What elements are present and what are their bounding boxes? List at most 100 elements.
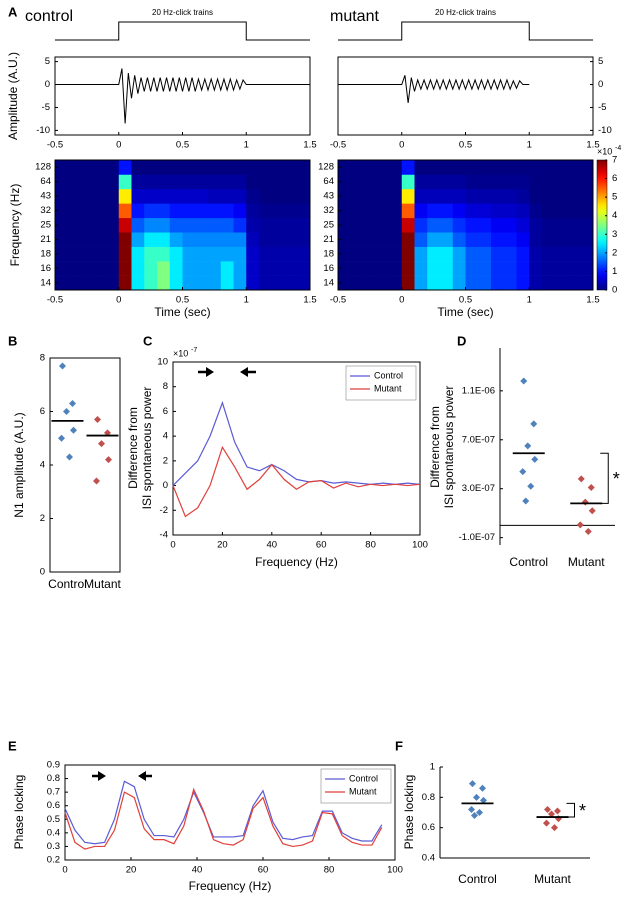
colorbar-multiplier: ×10 [597, 146, 612, 156]
heatmap-cell [80, 232, 94, 247]
heatmap-cell [478, 174, 492, 190]
x-tick-label: 0.5 [459, 295, 472, 306]
heatmap-cell [465, 203, 479, 219]
data-point [551, 824, 558, 832]
heatmap-cell [491, 160, 505, 175]
y-tick-label: 64 [40, 176, 51, 187]
heatmap-cell [67, 160, 81, 175]
heatmap-cell [363, 246, 377, 262]
heatmap-cell [259, 188, 273, 204]
y-tick-label: 0.2 [47, 855, 60, 866]
heatmap-cell [169, 261, 183, 276]
heatmap-cell [491, 203, 505, 219]
heatmap-cell [580, 160, 594, 175]
heatmap-cell [55, 174, 69, 190]
data-point [519, 468, 527, 476]
range-arrows-e [92, 771, 152, 781]
heatmap-cell [208, 217, 222, 233]
heatmap-cell [338, 174, 352, 190]
heatmap-cell [363, 261, 377, 276]
heatmap-cell [338, 246, 352, 262]
heatmap-cell [554, 160, 568, 175]
heatmap-cell [376, 174, 390, 190]
x-axis-label: Frequency (Hz) [255, 555, 338, 569]
y-tick-label: 0.6 [47, 800, 60, 811]
heatmap-cell [284, 246, 298, 262]
heatmap-cell [338, 188, 352, 204]
heatmap-cell [567, 275, 581, 291]
heatmap-cell [478, 232, 492, 247]
heatmap-cell [195, 232, 209, 247]
heatmap-cell [284, 261, 298, 276]
x-tick-label: 0 [62, 865, 67, 876]
heatmap-cell [131, 174, 145, 190]
heatmap-cell [93, 174, 107, 190]
stimulus-trace [338, 21, 593, 41]
heatmap-cell [401, 203, 415, 219]
heatmap-cell [131, 246, 145, 262]
x-tick-label: 40 [267, 540, 278, 551]
heatmap-cell [580, 261, 594, 276]
heatmap-cell [259, 217, 273, 233]
heatmap-cell [246, 217, 260, 233]
heatmap-cell [106, 261, 120, 276]
data-point [543, 819, 550, 827]
heatmap-cell [376, 217, 390, 233]
heatmap-cell [233, 203, 247, 219]
heatmap-cell [389, 160, 403, 175]
heatmap-cell [80, 174, 94, 190]
heatmap-cell [157, 232, 171, 247]
legend-label: Control [349, 773, 378, 783]
x-tick-label: 0.5 [176, 295, 189, 306]
heatmap-cell [246, 261, 260, 276]
heatmap-cell [389, 275, 403, 291]
heatmap-cell [259, 174, 273, 190]
heatmap-cell [503, 188, 517, 204]
heatmap-cell [554, 188, 568, 204]
y-tick-label: 18 [323, 248, 334, 259]
panel-letter: D [457, 333, 466, 348]
y-tick-label: 0.7 [47, 787, 60, 798]
heatmap-cell [452, 217, 466, 233]
heatmap-cell [271, 174, 285, 190]
data-point [584, 528, 592, 536]
panel-title: mutant [330, 8, 379, 25]
heatmap-cell [220, 246, 234, 262]
heatmap-cell [220, 188, 234, 204]
heatmap-cell [580, 217, 594, 233]
heatmap-cell [440, 261, 454, 276]
heatmap-cell [131, 275, 145, 291]
heatmap-cell [208, 246, 222, 262]
heatmap-cell [144, 188, 158, 204]
plot-frame [172, 361, 421, 536]
heatmap-cell [350, 232, 364, 247]
x-tick-label: 20 [126, 865, 137, 876]
x-tick-label: 1.5 [586, 295, 599, 306]
heatmap-cell [427, 232, 441, 247]
significance-bracket [566, 802, 575, 818]
heatmap-cell [182, 174, 196, 190]
heatmap-cell [297, 203, 311, 219]
heatmap-cell [389, 174, 403, 190]
x-tick-label: 1 [244, 140, 249, 151]
heatmap-cell [503, 246, 517, 262]
heatmap-cell [567, 261, 581, 276]
heatmap-cell [93, 275, 107, 291]
heatmap-cell [157, 203, 171, 219]
x-tick-label: 60 [316, 540, 327, 551]
y-tick-label: 16 [40, 263, 51, 274]
waveform-line [55, 68, 310, 124]
x-tick-label: 100 [412, 540, 428, 551]
heatmap-cell [106, 217, 120, 233]
heatmap-cell [118, 160, 132, 175]
heatmap-cell [80, 246, 94, 262]
heatmap-cell [542, 188, 556, 204]
heatmap-cell [452, 246, 466, 262]
heatmap-cell [169, 232, 183, 247]
data-point [70, 426, 77, 434]
heatmap-cell [259, 275, 273, 291]
heatmap-cell [414, 188, 428, 204]
heatmap-cell [363, 217, 377, 233]
heatmap-cell [182, 160, 196, 175]
